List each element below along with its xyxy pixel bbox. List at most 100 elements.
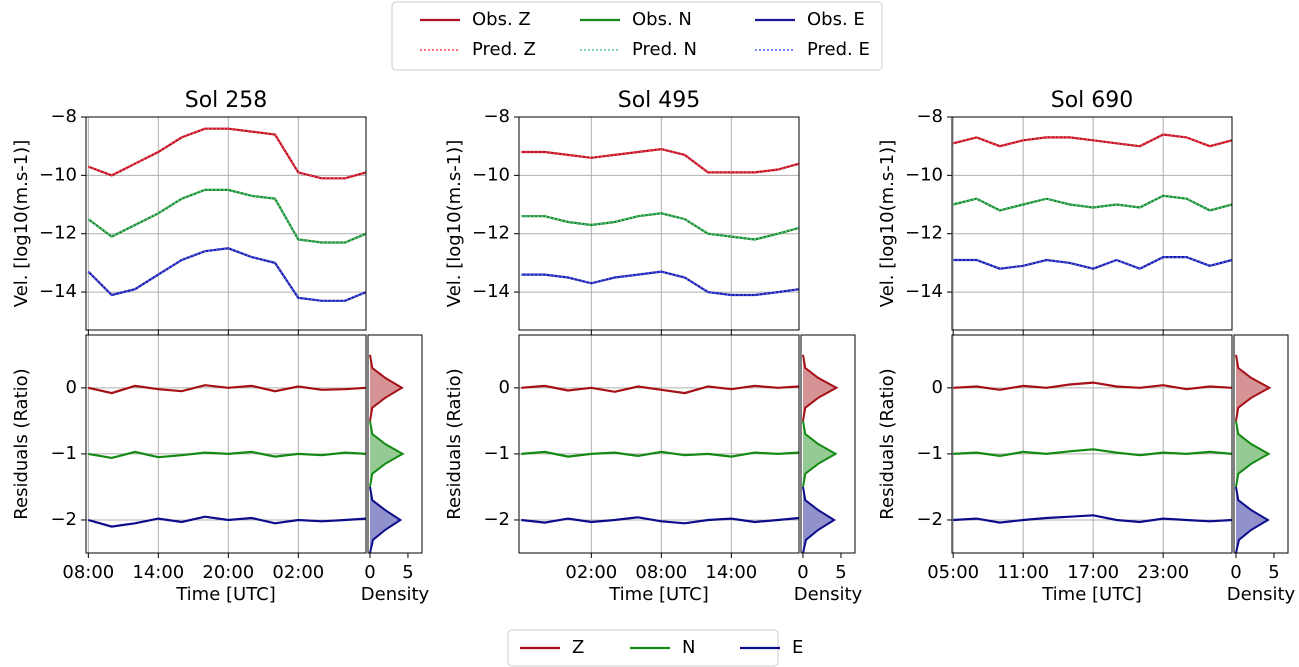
y-tick-label: −8: [483, 106, 510, 127]
x-axis-label: Density: [361, 584, 430, 605]
x-tick-label: 0: [364, 562, 375, 583]
series-line: [87, 247, 367, 302]
y-axis-label: Residuals (Ratio): [444, 368, 465, 519]
series-line: [521, 147, 800, 174]
y-tick-label: −12: [472, 223, 510, 244]
axes-frame: [800, 334, 856, 554]
series-line: [521, 384, 800, 395]
series-line: [953, 195, 1233, 212]
x-tick-label: 23:00: [1137, 562, 1189, 583]
axes-frame: [951, 116, 1233, 331]
series-line: [953, 514, 1233, 524]
density-area: [802, 486, 835, 553]
y-tick-label: −1: [50, 443, 77, 464]
x-tick-label: 11:00: [997, 562, 1049, 583]
density-line: [369, 420, 405, 488]
series-line: [87, 127, 367, 180]
legend-label: E: [792, 637, 803, 658]
x-tick-label: 0: [1230, 562, 1241, 583]
series-line: [87, 247, 367, 302]
x-tick-label: 08:00: [62, 562, 114, 583]
x-tick-label: 14:00: [132, 562, 184, 583]
y-tick-label: 0: [932, 377, 943, 398]
x-axis-label: Density: [794, 584, 863, 605]
y-tick-label: −14: [39, 281, 77, 302]
axes-frame: [85, 116, 367, 331]
series-line: [88, 384, 367, 395]
x-tick-label: 5: [402, 562, 413, 583]
y-tick-label: 0: [66, 377, 77, 398]
x-tick-label: 05:00: [927, 562, 979, 583]
series-line: [88, 450, 367, 460]
series-line: [87, 188, 367, 244]
x-axis-label: Time [UTC]: [175, 584, 276, 605]
axes-frame: [1233, 334, 1289, 554]
series-line: [521, 270, 800, 297]
panel-title: Sol 258: [185, 88, 268, 113]
density-line: [1235, 486, 1270, 554]
series-line: [953, 448, 1233, 458]
series-line: [953, 256, 1233, 270]
axes-frame: [951, 334, 1233, 554]
y-axis-label: Vel. [log10(m.s-1)]: [444, 140, 465, 307]
y-tick-label: −10: [905, 164, 943, 185]
axes-frame: [85, 334, 367, 554]
x-tick-label: 02:00: [565, 562, 617, 583]
y-tick-label: −1: [916, 443, 943, 464]
density-area: [1235, 420, 1269, 487]
legend-label: Obs. E: [807, 9, 865, 30]
density-line: [1235, 420, 1271, 488]
density-line: [802, 354, 839, 422]
density-line: [1235, 354, 1272, 422]
density-area: [369, 354, 402, 421]
series-line: [953, 256, 1233, 270]
series-line: [521, 148, 800, 174]
y-tick-label: −2: [50, 509, 77, 530]
density-line: [802, 486, 836, 554]
series-line: [952, 133, 1233, 148]
y-tick-label: −10: [39, 164, 77, 185]
x-tick-label: 08:00: [635, 562, 687, 583]
y-tick-label: −14: [905, 281, 943, 302]
y-tick-label: −14: [472, 281, 510, 302]
y-tick-label: −8: [50, 106, 77, 127]
axes-frame: [367, 334, 423, 554]
axes-frame: [518, 334, 800, 554]
series-line: [88, 127, 367, 180]
density-area: [369, 420, 403, 487]
legend-label: Obs. N: [632, 9, 692, 30]
y-tick-label: −2: [916, 509, 943, 530]
series-line: [88, 515, 367, 528]
y-axis-label: Vel. [log10(m.s-1)]: [11, 140, 32, 307]
x-tick-label: 0: [797, 562, 808, 583]
series-line: [521, 516, 800, 525]
x-tick-label: 14:00: [705, 562, 757, 583]
y-tick-label: −8: [916, 106, 943, 127]
x-tick-label: 17:00: [1067, 562, 1119, 583]
y-axis-label: Vel. [log10(m.s-1)]: [877, 140, 898, 307]
series-line: [521, 212, 800, 241]
series-line: [953, 133, 1233, 147]
x-axis-label: Time [UTC]: [608, 584, 709, 605]
density-area: [1235, 486, 1268, 553]
legend-label: Pred. Z: [472, 39, 536, 60]
series-line: [87, 189, 367, 244]
density-area: [802, 420, 836, 487]
density-line: [369, 354, 404, 422]
legend-label: Obs. Z: [472, 9, 531, 30]
series-line: [521, 450, 800, 458]
legend-label: Z: [572, 637, 584, 658]
x-tick-label: 5: [1268, 562, 1279, 583]
legend-label: Pred. N: [632, 39, 697, 60]
y-tick-label: 0: [499, 377, 510, 398]
x-axis-label: Density: [1227, 584, 1296, 605]
axes-frame: [518, 116, 800, 331]
density-line: [802, 420, 838, 488]
legend-label: Pred. E: [807, 39, 870, 60]
x-tick-label: 02:00: [272, 562, 324, 583]
density-line: [369, 486, 403, 554]
density-area: [802, 354, 837, 421]
y-axis-label: Residuals (Ratio): [877, 368, 898, 519]
y-axis-label: Residuals (Ratio): [11, 368, 32, 519]
